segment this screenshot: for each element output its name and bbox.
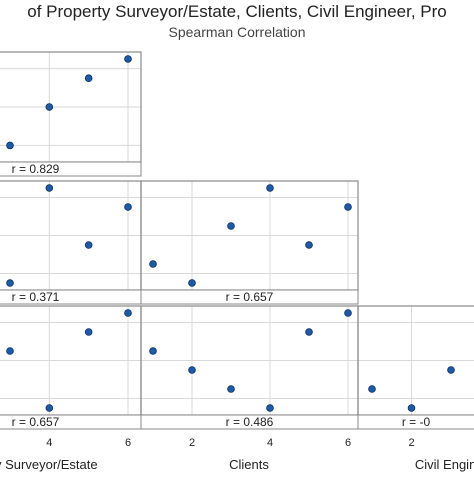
data-point: [447, 366, 455, 374]
data-point: [227, 385, 235, 393]
r-label: r = 0.371: [12, 290, 60, 304]
data-point: [149, 260, 157, 268]
data-point: [6, 347, 14, 355]
x-axis-label: Clients: [229, 457, 269, 472]
r-label: r = 0.829: [12, 162, 60, 176]
data-point: [368, 385, 376, 393]
data-point: [45, 103, 54, 111]
r-label-box: [0, 161, 142, 177]
data-point: [188, 366, 196, 374]
panels-layer: r = 0.829 r = 0.371 r = 0.657 r = 0.657 4 6 Pr…: [0, 51, 474, 472]
x-axis-label: Property Surveyor/Estate: [0, 457, 98, 472]
data-point: [188, 279, 196, 287]
data-point: [124, 309, 132, 317]
data-point: [266, 184, 274, 192]
x-tick-label: 6: [345, 437, 351, 449]
panel-2-0: r = 0.657 4 6 Property Surveyor/Estate: [0, 305, 142, 472]
data-point: [124, 203, 132, 211]
data-point: [227, 222, 235, 230]
r-label: r = 0.486: [226, 415, 274, 429]
x-axis-label: Civil Engineer: [415, 457, 474, 472]
data-point: [6, 141, 14, 150]
x-tick-label: 4: [267, 437, 273, 449]
panel-2-1: r = 0.486 2 4 6 Clients: [140, 305, 359, 472]
r-label-box: [140, 289, 359, 305]
data-point: [45, 184, 54, 192]
chart-title: of Property Surveyor/Estate, Clients, Ci…: [27, 2, 447, 21]
panel-0-0: r = 0.829: [0, 51, 142, 177]
data-point: [344, 309, 352, 317]
r-label-box: [357, 414, 474, 430]
panel-1-1: r = 0.657: [140, 180, 359, 305]
r-label: r = -0: [402, 415, 431, 429]
x-tick-label: 6: [125, 437, 131, 449]
data-point: [305, 328, 313, 336]
data-point: [266, 404, 274, 412]
r-label: r = 0.657: [226, 290, 274, 304]
data-point: [84, 241, 93, 249]
data-point: [124, 55, 132, 63]
data-point: [45, 404, 54, 412]
chart-subtitle: Spearman Correlation: [169, 24, 306, 40]
data-point: [407, 404, 416, 412]
r-label: r = 0.657: [12, 415, 60, 429]
data-point: [149, 347, 157, 355]
data-point: [305, 241, 313, 249]
data-point: [84, 328, 93, 336]
x-tick-label: 2: [189, 437, 195, 449]
data-point: [344, 203, 352, 211]
data-point: [6, 279, 14, 287]
panel-1-0: r = 0.371: [0, 180, 142, 305]
x-tick-label: 2: [408, 437, 414, 449]
x-tick-label: 4: [46, 437, 52, 449]
data-point: [84, 74, 93, 82]
